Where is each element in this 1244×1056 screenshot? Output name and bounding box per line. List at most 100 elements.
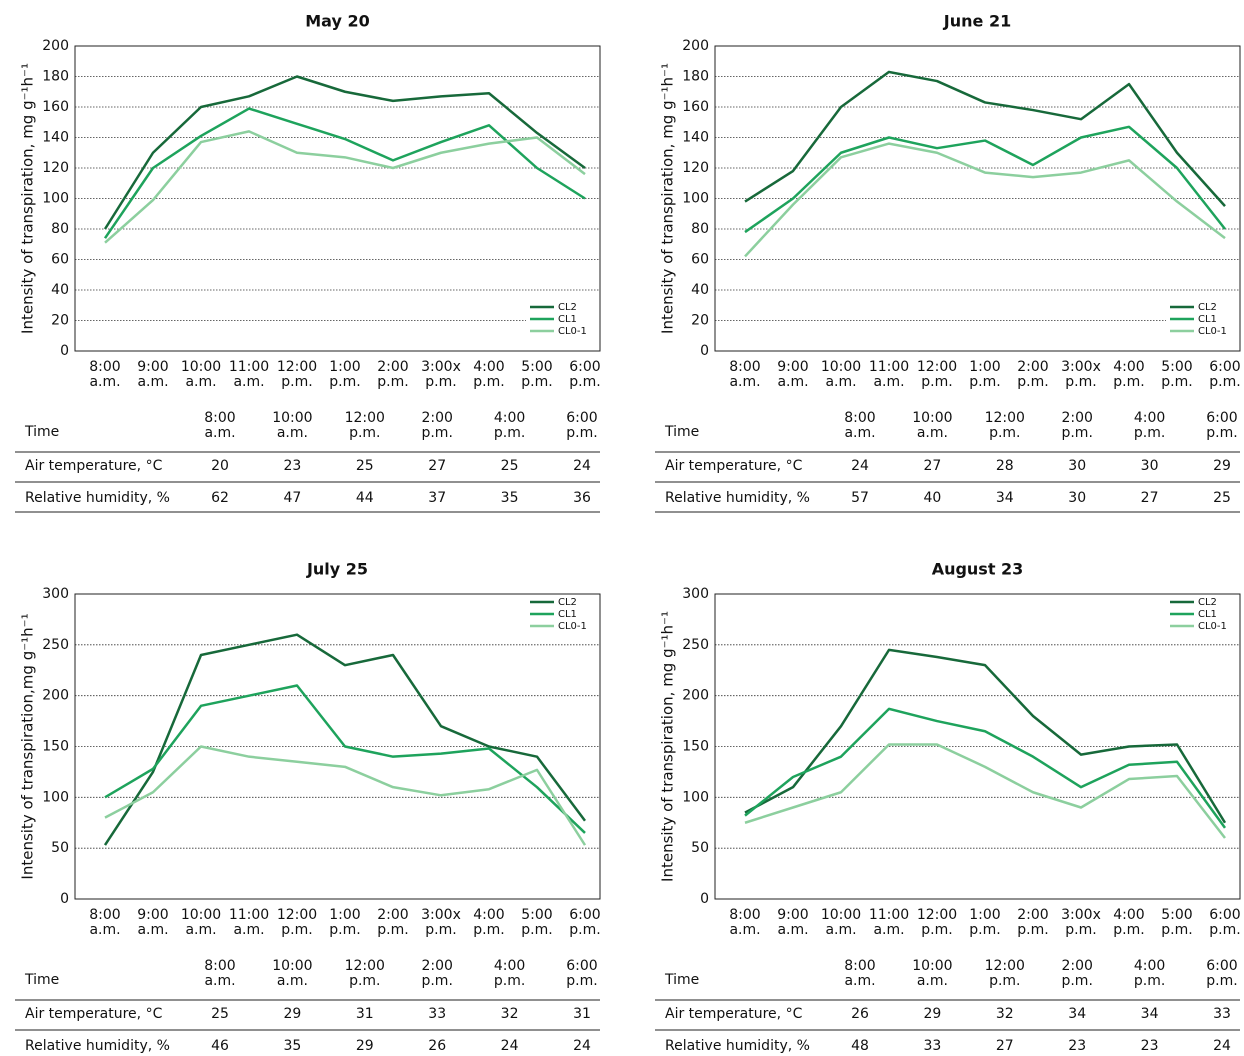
table-cell: 25 [211, 1006, 229, 1022]
legend-label: CL0-1 [558, 621, 587, 632]
table-cell: 46 [211, 1038, 229, 1054]
table-cell: 32 [501, 1006, 519, 1022]
data-line [744, 142, 1226, 258]
table-header: 6:00 p.m. [566, 958, 597, 989]
y-tick-label: 50 [691, 840, 709, 856]
legend-label: CL2 [1198, 597, 1217, 608]
table-header: 8:00 a.m. [204, 410, 235, 441]
y-axis-label: Intensity of transpiration,mg g⁻¹h⁻¹ [19, 613, 37, 879]
y-tick-label: 20 [691, 313, 709, 329]
table-header: 12:00 p.m. [345, 410, 385, 441]
y-tick-label: 100 [682, 191, 709, 207]
chart-title: May 20 [305, 12, 370, 31]
data-line [104, 684, 586, 834]
table-row-label: Air temperature, °C [25, 1006, 163, 1022]
y-tick-label: 250 [42, 637, 69, 653]
y-axis-label: Intensity of transpiration, mg g⁻¹h⁻¹ [659, 611, 677, 882]
legend-label: CL0-1 [1198, 326, 1227, 337]
x-tick-label: 4:00 p.m. [1113, 359, 1144, 390]
table-header: 6:00 p.m. [1206, 410, 1237, 441]
table-cell: 29 [923, 1006, 941, 1022]
table-cell: 27 [996, 1038, 1014, 1054]
table-row-label: Air temperature, °C [665, 1006, 803, 1022]
table-row-label: Air temperature, °C [25, 458, 163, 474]
table-cell: 40 [923, 490, 941, 506]
x-tick-label: 9:00 a.m. [777, 907, 808, 938]
table-cell: 34 [996, 490, 1014, 506]
legend-label: CL1 [1198, 314, 1217, 325]
y-tick-label: 80 [691, 221, 709, 237]
y-tick-label: 60 [691, 252, 709, 268]
legend-label: CL1 [558, 609, 577, 620]
x-tick-label: 8:00 a.m. [729, 359, 760, 390]
table-cell: 34 [1141, 1006, 1159, 1022]
table-cell: 31 [573, 1006, 591, 1022]
table-cell: 23 [283, 458, 301, 474]
chart-title: June 21 [943, 12, 1011, 31]
x-tick-label: 5:00 p.m. [521, 907, 552, 938]
legend-label: CL0-1 [1198, 621, 1227, 632]
x-tick-label: 4:00 p.m. [1113, 907, 1144, 938]
table-cell: 25 [501, 458, 519, 474]
data-line [744, 125, 1226, 234]
table-cell: 33 [428, 1006, 446, 1022]
chart-title: August 23 [932, 560, 1024, 579]
plot-frame [714, 45, 1241, 352]
y-tick-label: 60 [51, 252, 69, 268]
table-header: 4:00 p.m. [494, 410, 525, 441]
table-cell: 33 [1213, 1006, 1231, 1022]
data-line [104, 745, 587, 846]
table-header: Time [24, 972, 59, 988]
x-tick-label: 3:00x p.m. [1061, 359, 1101, 390]
y-tick-label: 40 [51, 282, 69, 298]
chart-title: July 25 [306, 560, 368, 579]
y-tick-label: 80 [51, 221, 69, 237]
table-cell: 26 [851, 1006, 869, 1022]
x-tick-label: 6:00 p.m. [569, 907, 600, 938]
x-tick-label: 3:00x p.m. [1061, 907, 1101, 938]
x-tick-label: 4:00 p.m. [473, 359, 504, 390]
x-tick-label: 11:00 a.m. [869, 359, 909, 390]
table-header: 2:00 p.m. [421, 958, 452, 989]
table-cell: 35 [283, 1038, 301, 1054]
y-tick-label: 180 [42, 69, 69, 85]
y-tick-label: 100 [42, 191, 69, 207]
table-header: 2:00 p.m. [1061, 410, 1092, 441]
table-header: 10:00 a.m. [912, 410, 952, 441]
table-cell: 44 [356, 490, 374, 506]
table-header: 12:00 p.m. [985, 958, 1025, 989]
x-tick-label: 6:00 p.m. [1209, 907, 1240, 938]
x-tick-label: 10:00 a.m. [181, 359, 221, 390]
x-tick-label: 9:00 a.m. [137, 359, 168, 390]
table-cell: 30 [1068, 490, 1086, 506]
data-line [103, 75, 586, 230]
plot-frame [714, 593, 1241, 900]
x-tick-label: 10:00 a.m. [821, 907, 861, 938]
table-cell: 27 [428, 458, 446, 474]
table-cell: 26 [428, 1038, 446, 1054]
x-tick-label: 11:00 a.m. [229, 359, 269, 390]
table-header: 6:00 p.m. [1206, 958, 1237, 989]
y-tick-label: 200 [42, 688, 69, 704]
table-cell: 29 [356, 1038, 374, 1054]
table-cell: 29 [283, 1006, 301, 1022]
table-cell: 27 [1141, 490, 1159, 506]
table-header: 8:00 a.m. [844, 958, 875, 989]
x-tick-label: 8:00 a.m. [729, 907, 760, 938]
x-tick-label: 8:00 a.m. [89, 907, 120, 938]
x-tick-label: 9:00 a.m. [137, 907, 168, 938]
table-header: 12:00 p.m. [345, 958, 385, 989]
x-tick-label: 11:00 a.m. [229, 907, 269, 938]
y-tick-label: 120 [682, 160, 709, 176]
y-tick-label: 0 [60, 343, 69, 359]
table-header: 4:00 p.m. [1134, 958, 1165, 989]
y-tick-label: 160 [42, 99, 69, 115]
x-tick-label: 1:00 p.m. [969, 359, 1000, 390]
y-tick-label: 100 [682, 789, 709, 805]
table-cell: 25 [356, 458, 374, 474]
y-tick-label: 200 [42, 38, 69, 54]
table-cell: 24 [501, 1038, 519, 1054]
table-cell: 62 [211, 490, 229, 506]
table-cell: 35 [501, 490, 519, 506]
